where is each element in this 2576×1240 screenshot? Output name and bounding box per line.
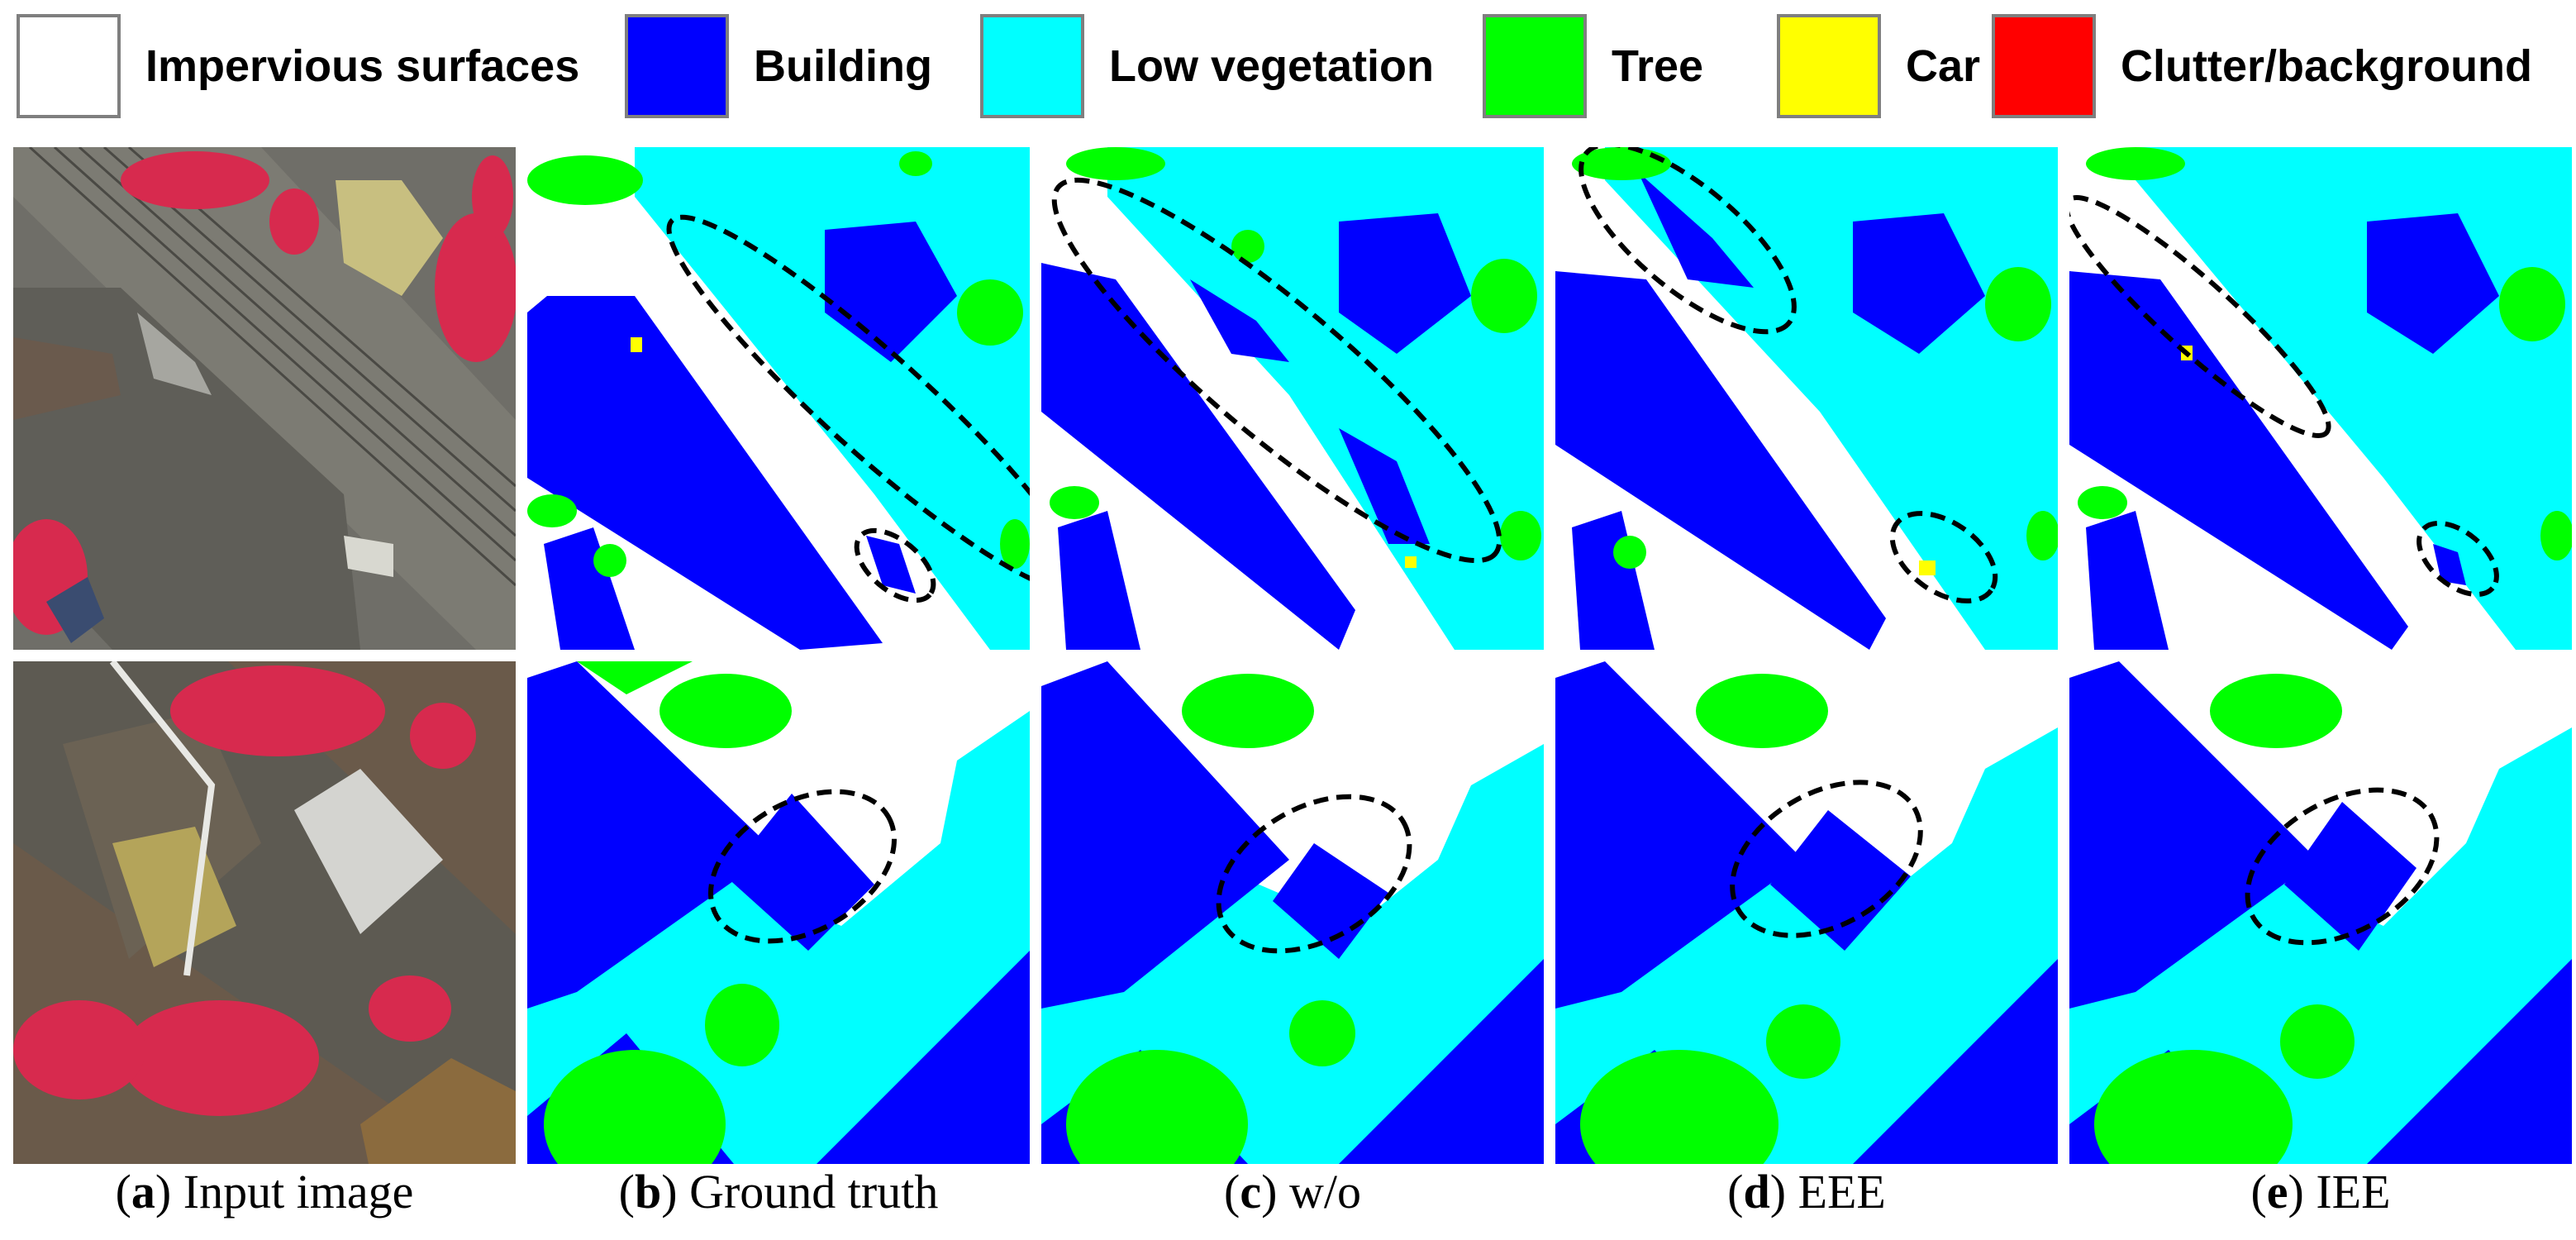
result-wo-2	[1041, 661, 1544, 1164]
caption-b-text: Ground truth	[689, 1165, 939, 1219]
result-wo-1-map	[1041, 147, 1544, 650]
caption-d: (d) EEE	[1727, 1165, 1886, 1219]
legend-item-clutter: Clutter/background	[1992, 12, 2532, 121]
result-wo-2-map	[1041, 661, 1544, 1164]
input-image-2	[13, 661, 516, 1164]
legend-label-car: Car	[1906, 41, 1981, 91]
caption-c-letter: c	[1240, 1165, 1262, 1219]
result-iee-1-map	[2069, 147, 2572, 650]
legend-swatch-low-vegetation	[980, 14, 1084, 118]
caption-c: (c) w/o	[1224, 1165, 1361, 1219]
ground-truth-2	[527, 661, 1030, 1164]
legend-item-tree: Tree	[1483, 12, 1703, 121]
result-iee-1	[2069, 147, 2572, 650]
legend-swatch-impervious	[17, 14, 121, 118]
legend-item-building: Building	[625, 12, 932, 121]
input-image-2-art	[13, 661, 516, 1164]
caption-d-letter: d	[1743, 1165, 1770, 1219]
caption-a: (a) Input image	[115, 1165, 414, 1219]
caption-b: (b) Ground truth	[618, 1165, 939, 1219]
legend-label-building: Building	[754, 41, 932, 91]
result-iee-2-map	[2069, 661, 2572, 1164]
legend-swatch-car	[1777, 14, 1881, 118]
legend-swatch-tree	[1483, 14, 1587, 118]
caption-e-letter: e	[2266, 1165, 2288, 1219]
result-eee-1	[1555, 147, 2058, 650]
caption-e: (e) IEE	[2250, 1165, 2391, 1219]
caption-b-letter: b	[634, 1165, 662, 1219]
legend-swatch-clutter	[1992, 14, 2096, 118]
result-iee-2	[2069, 661, 2572, 1164]
ground-truth-1	[527, 147, 1030, 650]
legend-label-impervious: Impervious surfaces	[145, 41, 580, 91]
legend: Impervious surfaces Building Low vegetat…	[0, 0, 2576, 141]
caption-a-letter: a	[131, 1165, 155, 1219]
legend-label-clutter: Clutter/background	[2121, 41, 2533, 91]
legend-label-low-vegetation: Low vegetation	[1109, 41, 1435, 91]
result-eee-1-map	[1555, 147, 2058, 650]
caption-e-text: IEE	[2316, 1165, 2391, 1219]
result-eee-2	[1555, 661, 2058, 1164]
caption-c-text: w/o	[1288, 1165, 1361, 1219]
legend-label-tree: Tree	[1612, 41, 1704, 91]
legend-swatch-building	[625, 14, 729, 118]
caption-a-text: Input image	[183, 1165, 414, 1219]
input-image-1	[13, 147, 516, 650]
ground-truth-2-map	[527, 661, 1030, 1164]
ground-truth-1-map	[527, 147, 1030, 650]
legend-item-impervious: Impervious surfaces	[17, 12, 579, 121]
legend-item-car: Car	[1777, 12, 1980, 121]
input-image-1-art	[13, 147, 516, 650]
caption-d-text: EEE	[1797, 1165, 1886, 1219]
result-eee-2-map	[1555, 661, 2058, 1164]
legend-item-low-vegetation: Low vegetation	[980, 12, 1434, 121]
result-wo-1	[1041, 147, 1544, 650]
